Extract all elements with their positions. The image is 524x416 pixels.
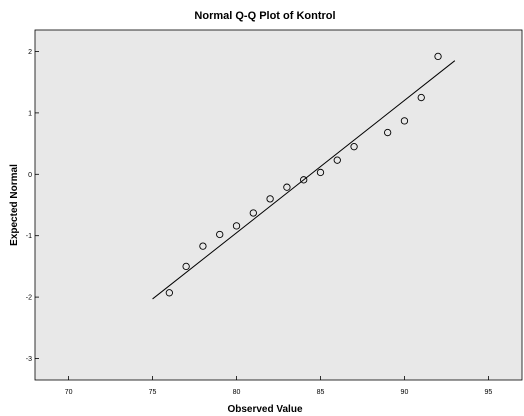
x-axis-label: Observed Value (227, 404, 302, 415)
data-point (199, 242, 207, 250)
x-tick-label: 95 (485, 389, 493, 396)
plot-area (34, 29, 523, 381)
reference-line (152, 60, 456, 300)
data-point (300, 176, 308, 184)
reference-line-layer (152, 60, 456, 300)
data-point (216, 230, 224, 239)
x-tick-label: 75 (149, 389, 157, 396)
chart-title: Normal Q-Q Plot of Kontrol (194, 10, 335, 22)
y-tick-label: -3 (26, 356, 32, 363)
x-tick-label: 85 (317, 389, 325, 396)
y-tick-label: 2 (28, 49, 32, 56)
y-axis-label: Expected Normal (9, 164, 20, 246)
data-point (232, 222, 241, 230)
x-axis: 70 75 80 85 90 95 (65, 376, 493, 396)
data-point (266, 195, 274, 203)
y-tick-label: -1 (26, 233, 32, 240)
x-tick-label: 70 (65, 389, 73, 396)
data-point (434, 52, 442, 61)
x-tick-label: 90 (401, 389, 409, 396)
y-tick-label: 1 (28, 110, 32, 117)
y-tick-label: 0 (28, 172, 32, 179)
data-point (283, 183, 291, 191)
data-point (417, 93, 425, 102)
data-point (316, 168, 325, 177)
data-point (350, 143, 358, 151)
data-point (165, 289, 173, 297)
data-point (384, 128, 392, 137)
data-point (182, 262, 190, 271)
y-tick-label: -2 (26, 295, 32, 302)
x-tick-label: 80 (233, 389, 241, 396)
data-point (400, 117, 409, 125)
data-points (165, 52, 442, 297)
y-axis: 2 1 0 -1 -2 -3 (26, 49, 39, 363)
data-point (249, 209, 257, 217)
data-point (333, 156, 341, 164)
